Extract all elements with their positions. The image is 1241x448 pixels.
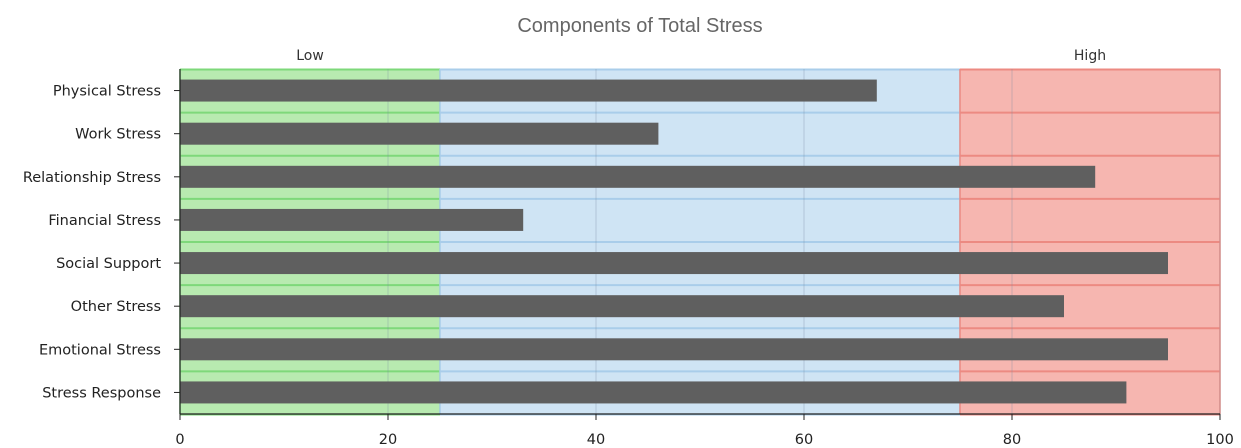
category-label: Financial Stress [48,213,161,229]
category-label: Relationship Stress [23,170,161,186]
bar-other-stress [180,295,1064,318]
bars [180,79,1168,404]
band-backgrounds [179,68,1221,416]
x-tick-label: 100 [1206,432,1234,448]
x-tick-label: 40 [587,432,605,448]
category-label: Stress Response [42,385,161,401]
x-tick-label: 80 [1003,432,1021,448]
chart-title: Components of Total Stress [517,15,762,37]
x-tick-label: 60 [795,432,813,448]
category-label: Physical Stress [53,84,161,100]
bar-physical-stress [180,79,877,102]
band-label-high: High [1074,48,1106,64]
bar-social-support [180,252,1168,275]
labels: Low High Physical Stress Work Stress Relatio… [23,48,1234,448]
axes [174,69,1221,420]
band-label-low: Low [296,48,324,64]
x-tick-label: 20 [379,432,397,448]
bar-emotional-stress [180,338,1168,361]
x-tick-label: 0 [175,432,184,448]
bar-stress-response [180,381,1127,404]
bar-work-stress [180,122,659,145]
bar-relationship-stress [180,165,1096,188]
category-label: Work Stress [75,127,161,143]
category-label: Social Support [56,256,161,272]
category-label: Other Stress [71,299,161,315]
category-label: Emotional Stress [39,342,161,358]
bar-financial-stress [180,208,524,231]
